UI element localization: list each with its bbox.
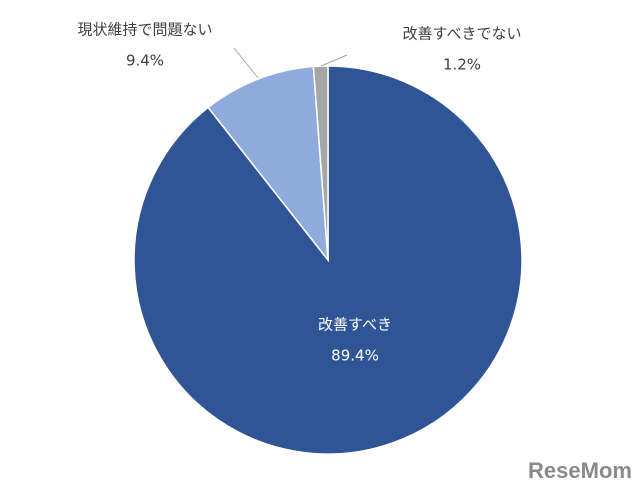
slice-label: 改善すべきでない [403,25,522,43]
pie-slice [207,65,329,263]
pie-slice [133,65,523,455]
watermark: ReseMom [528,458,632,483]
slice-label: 改善すべき [318,316,392,334]
value-label: 89.4% [331,347,379,365]
leader-line [233,47,259,79]
slice-label: 現状維持で問題ない [77,21,212,39]
leader-line [320,54,348,67]
value-label: 1.2% [443,56,481,74]
value-label: 9.4% [126,52,164,70]
pie-slice [312,65,329,261]
